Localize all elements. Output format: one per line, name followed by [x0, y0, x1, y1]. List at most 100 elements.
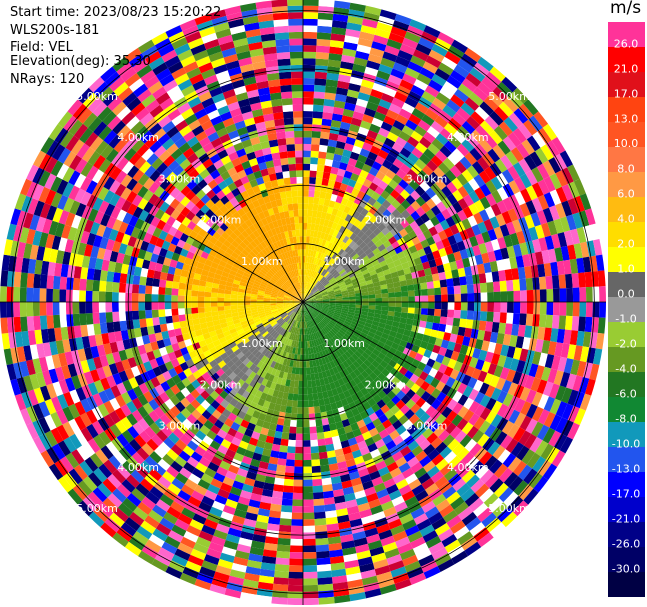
range-gate: [316, 324, 321, 331]
range-gate: [435, 150, 448, 163]
range-gate: [309, 296, 316, 300]
range-gate: [303, 295, 305, 301]
range-gate: [375, 305, 382, 311]
range-gate: [131, 293, 139, 302]
range-gate: [328, 132, 339, 141]
range-gate: [512, 347, 523, 360]
range-gate: [299, 361, 303, 368]
range-gate: [119, 273, 128, 284]
range-gate: [271, 497, 283, 506]
range-gate: [329, 173, 338, 182]
range-gate: [422, 164, 434, 177]
range-gate: [479, 488, 494, 503]
range-gate: [359, 85, 373, 96]
range-gate: [354, 160, 365, 170]
range-gate: [158, 286, 166, 295]
range-gate: [476, 263, 486, 275]
range-gate: [326, 332, 333, 340]
range-gate: [344, 102, 356, 112]
range-gate: [360, 24, 377, 35]
range-gate: [333, 215, 341, 224]
range-gate: [349, 346, 357, 354]
range-gate: [210, 306, 218, 312]
range-gate: [357, 222, 366, 231]
range-gate: [509, 334, 518, 348]
range-gate: [444, 51, 461, 65]
range-gate: [356, 259, 364, 267]
range-gate: [325, 313, 333, 319]
range-gate: [132, 319, 141, 329]
range-gate: [336, 321, 343, 328]
range-gate: [303, 288, 305, 296]
range-gate: [310, 150, 319, 158]
range-gate: [599, 302, 606, 318]
range-gate: [483, 96, 499, 112]
range-gate: [361, 255, 370, 263]
range-gate: [223, 302, 231, 307]
range-gate: [506, 312, 514, 325]
range-gate: [431, 43, 448, 57]
range-gate: [481, 252, 490, 264]
range-gate: [457, 465, 471, 479]
range-gate: [338, 74, 351, 83]
range-gate: [514, 398, 526, 413]
range-gate: [305, 289, 309, 296]
range-gate: [317, 284, 324, 290]
range-gate: [420, 288, 428, 296]
range-gate: [477, 56, 494, 72]
range-gate: [314, 307, 322, 311]
range-gate: [423, 460, 436, 473]
range-gate: [556, 260, 566, 276]
range-gate: [401, 102, 415, 114]
range-gate: [508, 112, 524, 128]
range-gate: [158, 302, 165, 310]
range-gate: [419, 67, 435, 80]
range-gate: [327, 375, 334, 384]
range-gate: [311, 319, 317, 326]
range-gate: [311, 465, 321, 474]
range-gate: [385, 278, 394, 285]
range-gate: [404, 67, 420, 79]
range-gate: [595, 254, 605, 272]
range-gate: [304, 302, 310, 304]
range-gate: [303, 303, 306, 309]
range-gate: [387, 335, 396, 343]
range-gate: [303, 18, 318, 26]
range-gate: [309, 236, 314, 244]
range-gate: [392, 120, 406, 131]
range-gate: [304, 303, 308, 308]
range-gate: [305, 289, 308, 296]
range-gate: [579, 287, 587, 302]
range-gate: [349, 363, 357, 372]
range-gate: [579, 193, 592, 211]
range-gate: [289, 558, 303, 566]
range-gate: [330, 269, 338, 276]
range-gate: [379, 279, 387, 286]
range-gate: [368, 290, 376, 296]
range-gate: [287, 591, 303, 599]
range-gate: [388, 302, 396, 307]
range-gate: [303, 558, 317, 566]
range-gate: [415, 397, 426, 408]
range-gate: [466, 165, 479, 179]
range-gate: [138, 310, 146, 320]
range-gate: [380, 92, 395, 104]
range-gate: [519, 386, 531, 402]
range-gate: [284, 412, 292, 420]
range-gate: [457, 382, 468, 395]
range-gate: [316, 273, 321, 280]
range-gate: [436, 264, 445, 274]
range-gate: [318, 596, 335, 605]
range-gate: [304, 262, 308, 270]
range-gate: [398, 179, 409, 190]
range-gate: [332, 261, 339, 268]
range-gate: [276, 464, 286, 473]
range-gate: [414, 185, 426, 197]
range-gate: [585, 286, 593, 302]
range-gate: [442, 434, 455, 447]
range-gate: [528, 363, 539, 378]
range-gate: [320, 211, 327, 220]
range-gate: [374, 239, 383, 248]
range-gate: [394, 91, 408, 103]
range-gate: [309, 300, 317, 302]
